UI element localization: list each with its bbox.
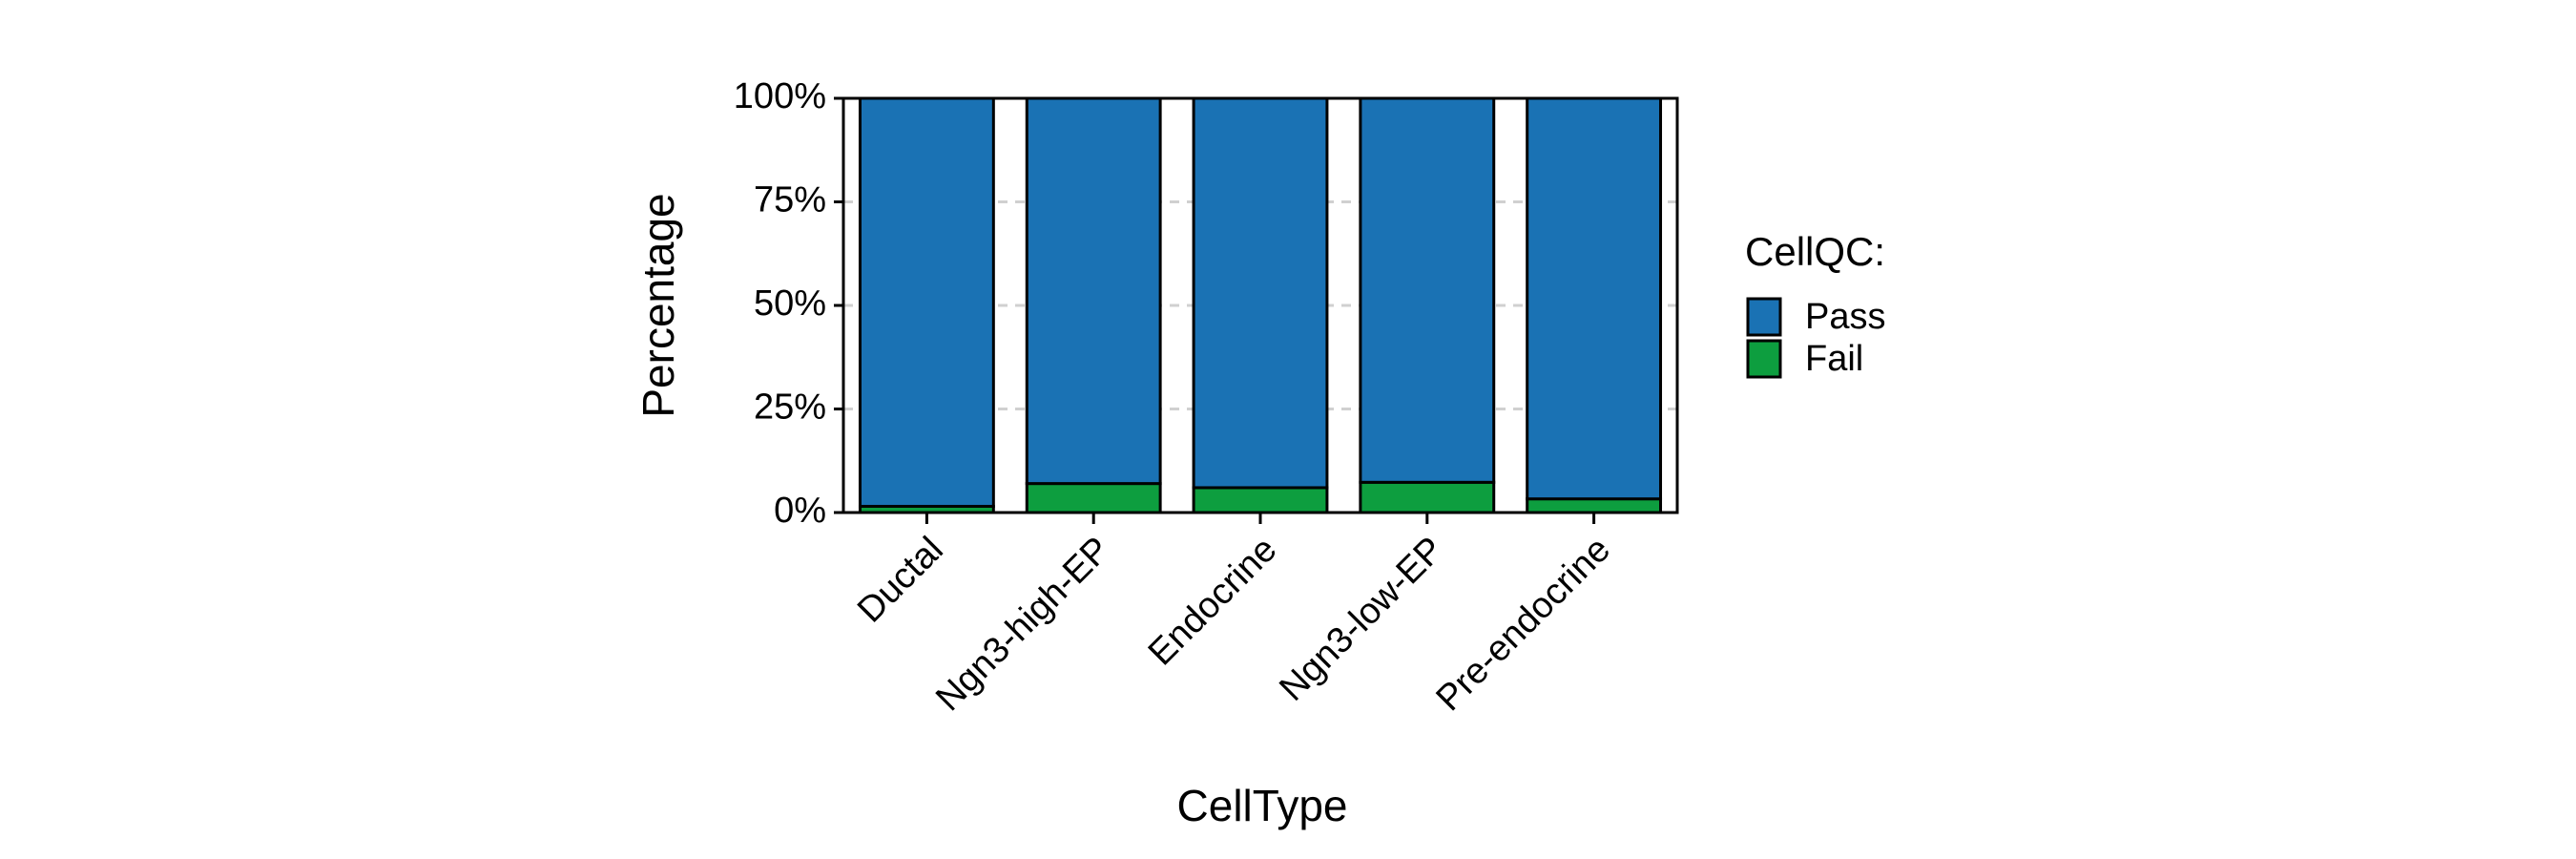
legend-swatch: [1746, 339, 1782, 379]
x-tick-label: Ductal: [850, 530, 951, 631]
panel-border: [841, 96, 1679, 514]
legend-label: Fail: [1805, 339, 1863, 379]
y-tick-label: 50%: [754, 283, 826, 324]
bar-segment: [858, 96, 995, 508]
x-tick-label: Pre-endocrine: [1429, 530, 1618, 719]
bar-segment: [1192, 486, 1329, 514]
legend-title: CellQC:: [1745, 229, 1885, 274]
y-tick-label: 100%: [734, 76, 826, 116]
bar-segment: [1359, 96, 1496, 484]
legend-label: Pass: [1805, 297, 1885, 337]
bar-segment: [1025, 96, 1162, 486]
y-tick-label: 0%: [774, 491, 826, 531]
bar-segment: [1025, 482, 1162, 514]
x-axis-title: CellType: [1177, 781, 1348, 830]
bar-segment: [1526, 96, 1663, 501]
x-tick-label: Ngn3-high-EP: [928, 530, 1117, 719]
bar-segment: [1359, 480, 1496, 514]
legend-swatch: [1746, 297, 1782, 337]
bar-segment: [1526, 497, 1663, 514]
y-tick-label: 25%: [754, 388, 826, 428]
y-tick-label: 75%: [754, 180, 826, 220]
x-tick-label: Ngn3-low-EP: [1272, 530, 1451, 709]
x-tick-label: Endocrine: [1141, 530, 1285, 674]
y-axis-title: Percentage: [634, 193, 683, 417]
bar-segment: [1192, 96, 1329, 490]
